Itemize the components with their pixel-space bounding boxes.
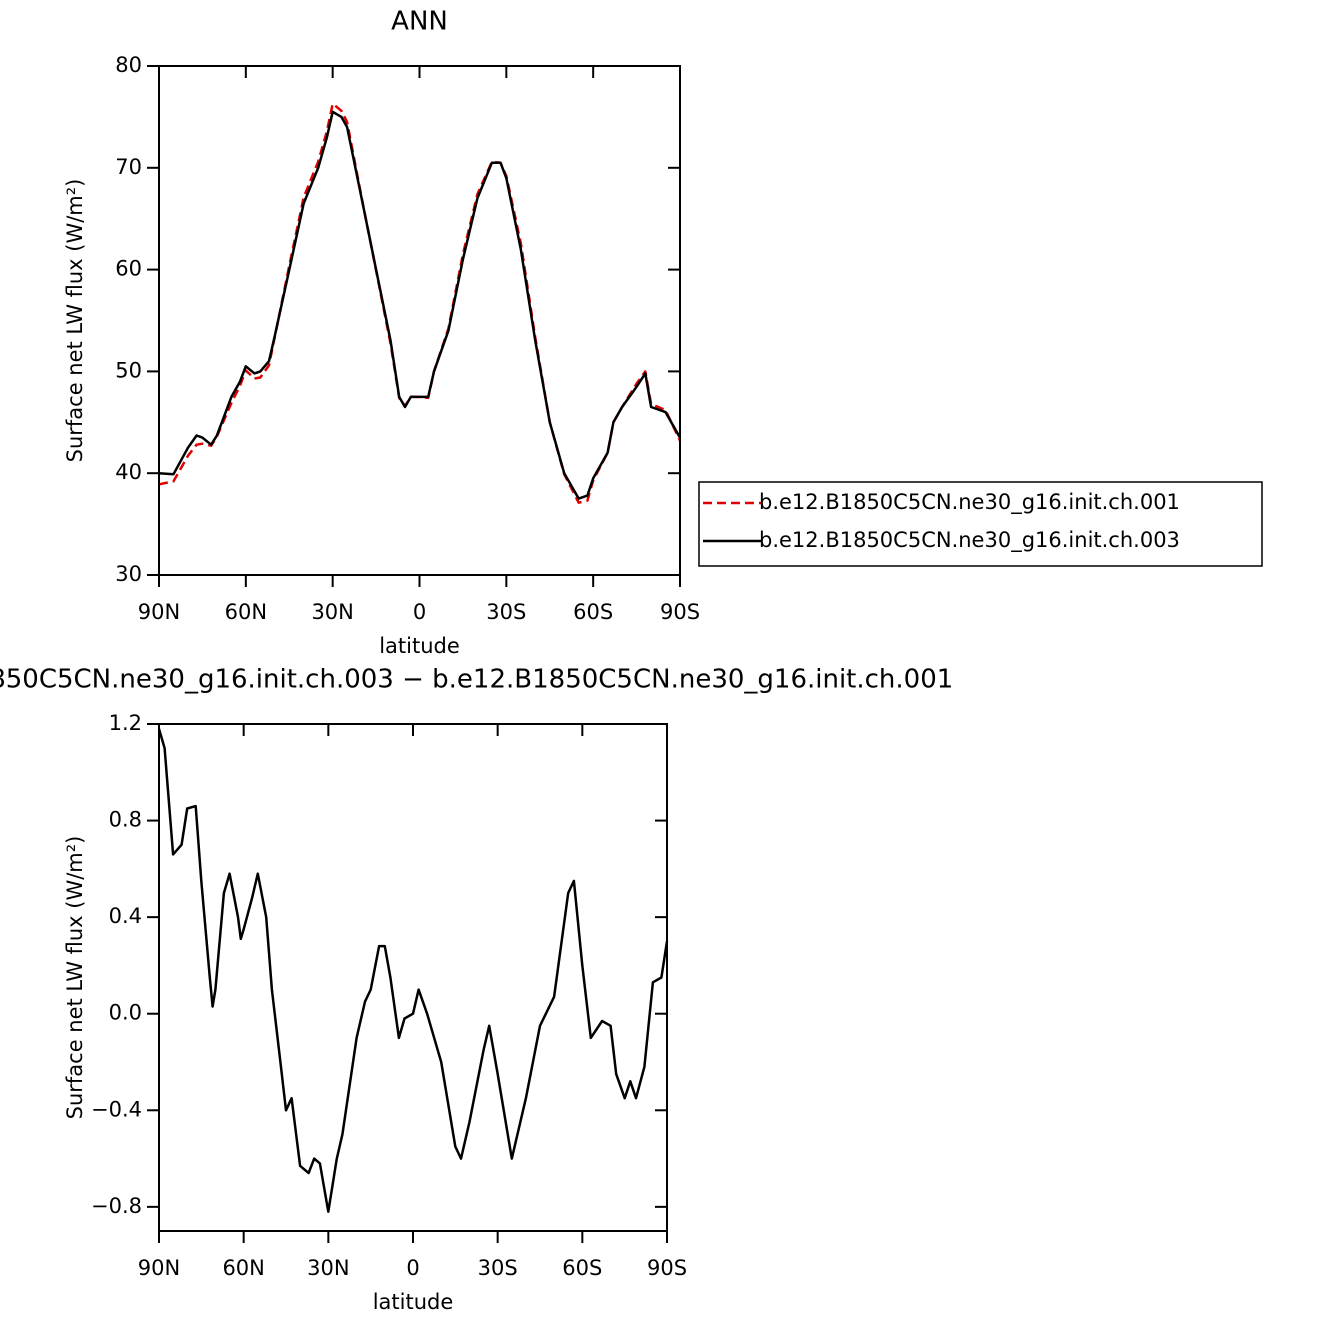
x-tick-label: 30S [478,1256,518,1280]
x-tick-label: 0 [413,600,426,624]
x-tick-label: 60N [222,1256,264,1280]
x-tick-label: 60S [573,600,613,624]
y-tick-label: 60 [115,257,142,281]
chart-title: ANN [391,7,448,37]
x-tick-label: 90N [138,1256,180,1280]
legend-box [698,481,1263,567]
x-tick-label: 90S [660,600,700,624]
data-line [158,102,682,504]
y-tick-label: 0.4 [109,904,142,928]
x-tick-label: 30N [311,600,353,624]
chart-title: b.e12.B1850C5CN.ne30_g16.init.ch.003 − b… [0,665,953,695]
y-tick-label: 30 [115,562,142,586]
y-tick-label: 50 [115,358,142,382]
x-tick-label: 0 [406,1256,419,1280]
data-line [158,110,682,500]
y-tick-label: −0.8 [91,1194,142,1218]
y-tick-label: 40 [115,460,142,484]
plot-frame [158,723,668,1232]
x-axis-label: latitude [373,1290,454,1314]
y-axis-label: Surface net LW flux (W/m²) [63,836,87,1120]
x-tick-label: 90N [138,600,180,624]
x-tick-label: 90S [647,1256,687,1280]
x-tick-label: 60S [562,1256,602,1280]
x-axis-label: latitude [379,634,460,658]
x-tick-label: 60N [225,600,267,624]
y-tick-label: 0.0 [109,1001,142,1025]
x-tick-label: 30S [486,600,526,624]
y-tick-label: 70 [115,155,142,179]
legend-label: b.e12.B1850C5CN.ne30_g16.init.ch.003 [759,528,1180,553]
y-tick-label: 1.2 [109,711,142,735]
y-tick-label: 80 [115,53,142,77]
legend-label: b.e12.B1850C5CN.ne30_g16.init.ch.001 [759,490,1180,515]
plot-frame [158,65,681,576]
data-line [157,728,669,1213]
x-tick-label: 30N [307,1256,349,1280]
y-axis-label: Surface net LW flux (W/m²) [63,179,87,463]
y-tick-label: 0.8 [109,808,142,832]
y-tick-label: −0.4 [91,1097,142,1121]
